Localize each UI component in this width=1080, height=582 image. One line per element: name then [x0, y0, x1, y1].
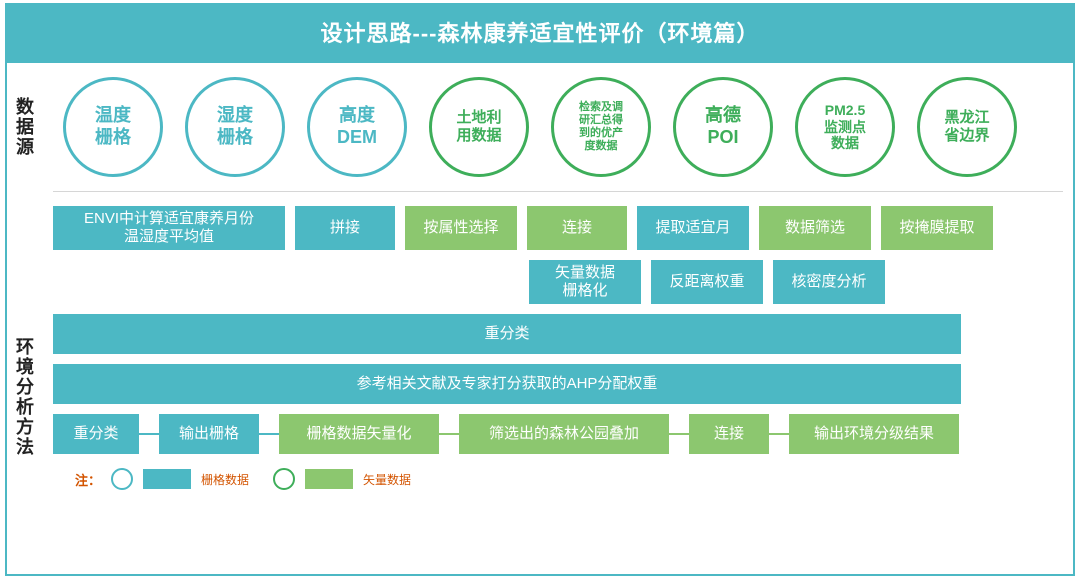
final-box-3: 筛选出的森林公园叠加 [459, 414, 669, 454]
legend-box-icon [305, 469, 353, 489]
final-box-0: 重分类 [53, 414, 139, 454]
process-row-1: ENVI中计算适宜康养月份 温湿度平均值拼接按属性选择连接提取适宜月数据筛选按掩… [53, 206, 1063, 250]
source-circle-4: 检索及调 研汇总得 到的优产 度数据 [551, 77, 651, 177]
row2-box-0: 矢量数据 栅格化 [529, 260, 641, 304]
legend-box-icon [143, 469, 191, 489]
ahp-weight-bar: 参考相关文献及专家打分获取的AHP分配权重 [53, 364, 961, 404]
legend: 注： 栅格数据 矢量数据 [75, 468, 1063, 490]
connector-3 [669, 433, 689, 435]
legend-circle-icon [111, 468, 133, 490]
diagram-body: 数据源 环境分析方法 温度 栅格湿度 栅格高度 DEM土地利 用数据检索及调 研… [7, 63, 1073, 498]
connector-1 [259, 433, 279, 435]
row1-box-6: 按掩膜提取 [881, 206, 993, 250]
connector-2 [439, 433, 459, 435]
source-circle-5: 高德 POI [673, 77, 773, 177]
ahp-bar-row: 参考相关文献及专家打分获取的AHP分配权重 [53, 364, 1063, 404]
row2-box-2: 核密度分析 [773, 260, 885, 304]
header-bar: 设计思路---森林康养适宜性评价（环境篇） [7, 5, 1073, 63]
reclassify-bar-row: 重分类 [53, 314, 1063, 354]
reclassify-bar: 重分类 [53, 314, 961, 354]
diagram-container: 设计思路---森林康养适宜性评价（环境篇） 数据源 环境分析方法 温度 栅格湿度… [5, 3, 1075, 576]
legend-text: 栅格数据 [201, 471, 249, 488]
connector-4 [769, 433, 789, 435]
side-label-methods: 环境分析方法 [11, 337, 37, 457]
source-circle-7: 黑龙江 省边界 [917, 77, 1017, 177]
legend-circle-icon [273, 468, 295, 490]
row1-box-2: 按属性选择 [405, 206, 517, 250]
row1-box-5: 数据筛选 [759, 206, 871, 250]
legend-prefix: 注： [75, 470, 101, 489]
header-title: 设计思路---森林康养适宜性评价（环境篇） [321, 21, 760, 46]
content-area: 温度 栅格湿度 栅格高度 DEM土地利 用数据检索及调 研汇总得 到的优产 度数… [53, 77, 1063, 490]
final-box-1: 输出栅格 [159, 414, 259, 454]
side-label-sources: 数据源 [11, 97, 37, 157]
source-circle-1: 湿度 栅格 [185, 77, 285, 177]
source-circle-2: 高度 DEM [307, 77, 407, 177]
legend-text: 矢量数据 [363, 471, 411, 488]
source-circle-3: 土地利 用数据 [429, 77, 529, 177]
final-box-5: 输出环境分级结果 [789, 414, 959, 454]
row2-box-1: 反距离权重 [651, 260, 763, 304]
row1-box-1: 拼接 [295, 206, 395, 250]
source-circle-0: 温度 栅格 [63, 77, 163, 177]
source-circle-6: PM2.5 监测点 数据 [795, 77, 895, 177]
row1-box-0: ENVI中计算适宜康养月份 温湿度平均值 [53, 206, 285, 250]
final-box-4: 连接 [689, 414, 769, 454]
row1-box-3: 连接 [527, 206, 627, 250]
data-source-circles: 温度 栅格湿度 栅格高度 DEM土地利 用数据检索及调 研汇总得 到的优产 度数… [53, 77, 1063, 192]
output-chain-row: 重分类输出栅格栅格数据矢量化筛选出的森林公园叠加连接输出环境分级结果 [53, 414, 1063, 454]
row1-box-4: 提取适宜月 [637, 206, 749, 250]
process-row-2: 矢量数据 栅格化反距离权重核密度分析 [53, 260, 1063, 304]
final-box-2: 栅格数据矢量化 [279, 414, 439, 454]
connector-0 [139, 433, 159, 435]
